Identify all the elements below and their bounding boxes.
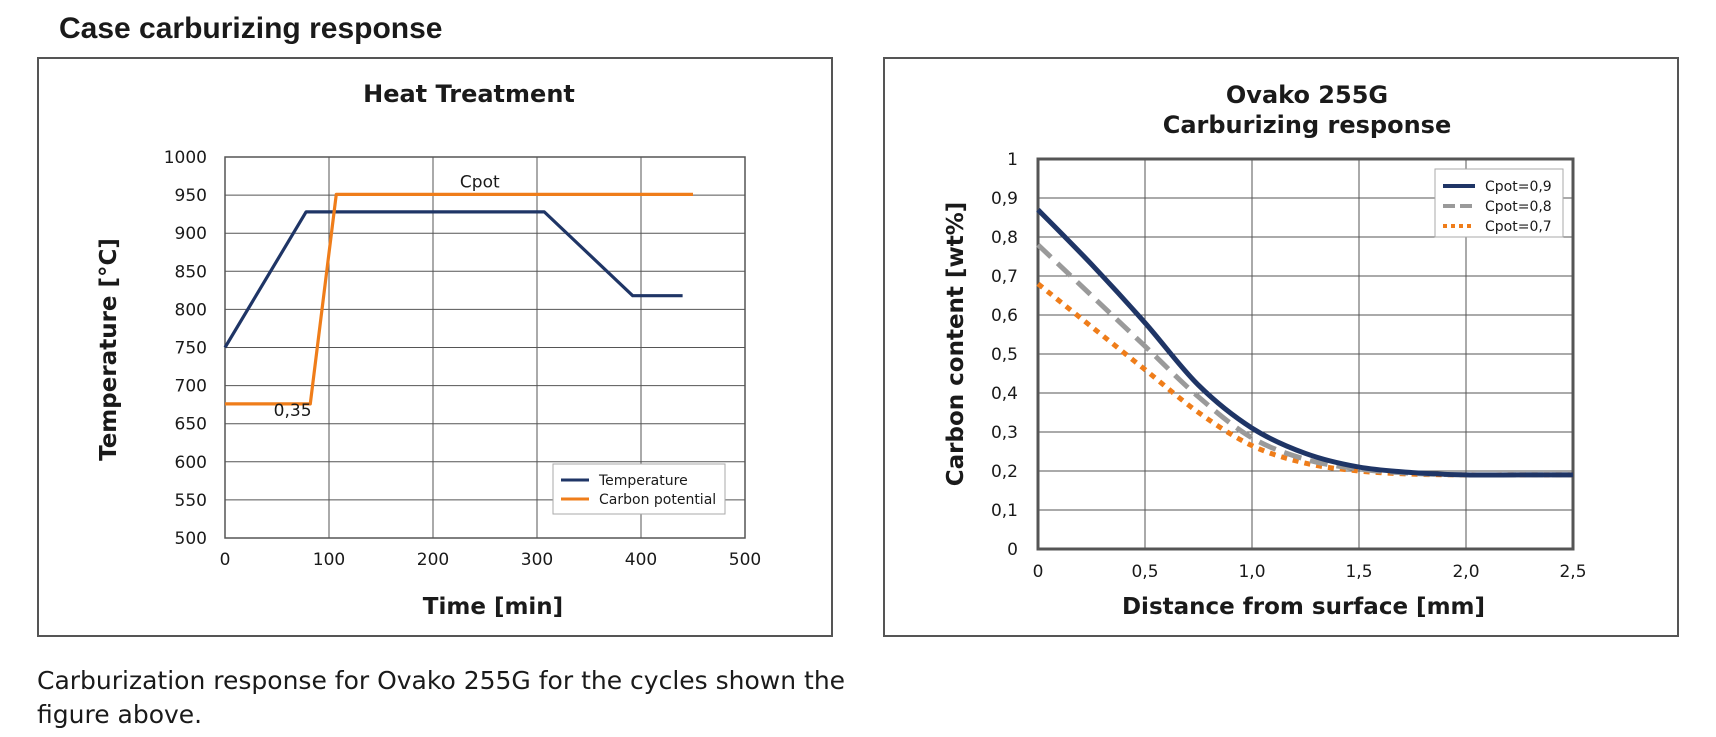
series-line-carbon-potential [225,192,693,406]
plot-frame [1036,157,1575,551]
figure-caption: Carburization response for Ovako 255G fo… [37,666,846,729]
chart-legend: Temperature Carbon potential [552,463,726,515]
x-tick-label: 1,5 [1345,562,1372,582]
legend-entry-label: Cpot=0,8 [1485,199,1552,215]
y-tick-label: 950 [175,186,207,206]
legend-entry-label: Cpot=0,9 [1485,179,1552,195]
y-axis-label: Carbon content [wt%] [943,202,969,486]
y-tick-label: 500 [175,529,207,549]
annotation-label: Cpot [460,172,500,192]
heat-treatment-chart: Heat Treatment 500 550 600 650 700 750 800 850 90… [96,80,761,620]
y-tick-label: 1 [1007,150,1018,170]
x-tick-label: 2,0 [1452,562,1479,582]
legend-box [552,463,726,515]
x-tick-label: 400 [625,550,657,570]
y-tick-label: 0,3 [991,423,1018,443]
legend-entry-label: Carbon potential [599,492,716,508]
legend-entry-label: Temperature [598,473,688,489]
y-tick-label: 650 [175,415,207,435]
series-line-cpot-0-7 [1036,281,1573,478]
y-tick-label: 0,6 [991,306,1018,326]
x-tick-label: 300 [521,550,553,570]
legend-entry-label: Cpot=0,7 [1485,219,1552,235]
y-tick-label: 850 [175,262,207,282]
y-tick-label: 750 [175,339,207,359]
x-tick-label: 200 [417,550,449,570]
y-axis-label: Temperature [°C] [96,238,122,461]
series-line-cpot-0-8 [1036,242,1573,478]
page-title: Case carburizing response [59,12,443,45]
y-tick-label: 0,1 [991,501,1018,521]
y-tick-label: 700 [175,377,207,397]
x-tick-label: 2,5 [1559,562,1586,582]
x-tick-label: 0,5 [1131,562,1158,582]
x-axis-label: Distance from surface [mm] [1122,594,1485,620]
x-axis-label: Time [min] [423,594,563,620]
y-tick-label: 0,9 [991,189,1018,209]
y-tick-label: 0,7 [991,267,1018,287]
legend-box [1434,168,1564,238]
y-tick-label: 0,5 [991,345,1018,365]
y-tick-label: 550 [175,491,207,511]
carburizing-response-chart-panel: Ovako 255G Carburizing response 0 0,1 0,2 0,3… [883,57,1679,637]
x-tick-label: 1,0 [1238,562,1265,582]
y-tick-label: 0,4 [991,384,1018,404]
y-tick-label: 0 [1007,540,1018,560]
annotation-label: 0,35 [274,401,312,421]
chart-legend: Cpot=0,9 Cpot=0,8 Cpot=0,7 [1434,168,1564,238]
y-tick-label: 900 [175,224,207,244]
x-tick-label: 0 [1033,562,1044,582]
series-line-cpot-0-9 [1036,207,1573,478]
y-tick-label: 0,2 [991,462,1018,482]
x-tick-label: 100 [313,550,345,570]
chart-title: Heat Treatment [363,80,575,108]
heat-treatment-chart-panel: Heat Treatment 500 550 600 650 700 750 800 850 90… [37,57,833,637]
x-tick-label: 500 [729,550,761,570]
y-tick-label: 1000 [164,148,207,168]
series-line-temperature [223,210,683,349]
y-tick-label: 800 [175,300,207,320]
y-tick-label: 0,8 [991,228,1018,248]
x-tick-label: 0 [220,550,231,570]
chart-title-line: Carburizing response [1163,111,1452,139]
y-tick-label: 600 [175,453,207,473]
chart-title-line: Ovako 255G [1226,81,1388,109]
